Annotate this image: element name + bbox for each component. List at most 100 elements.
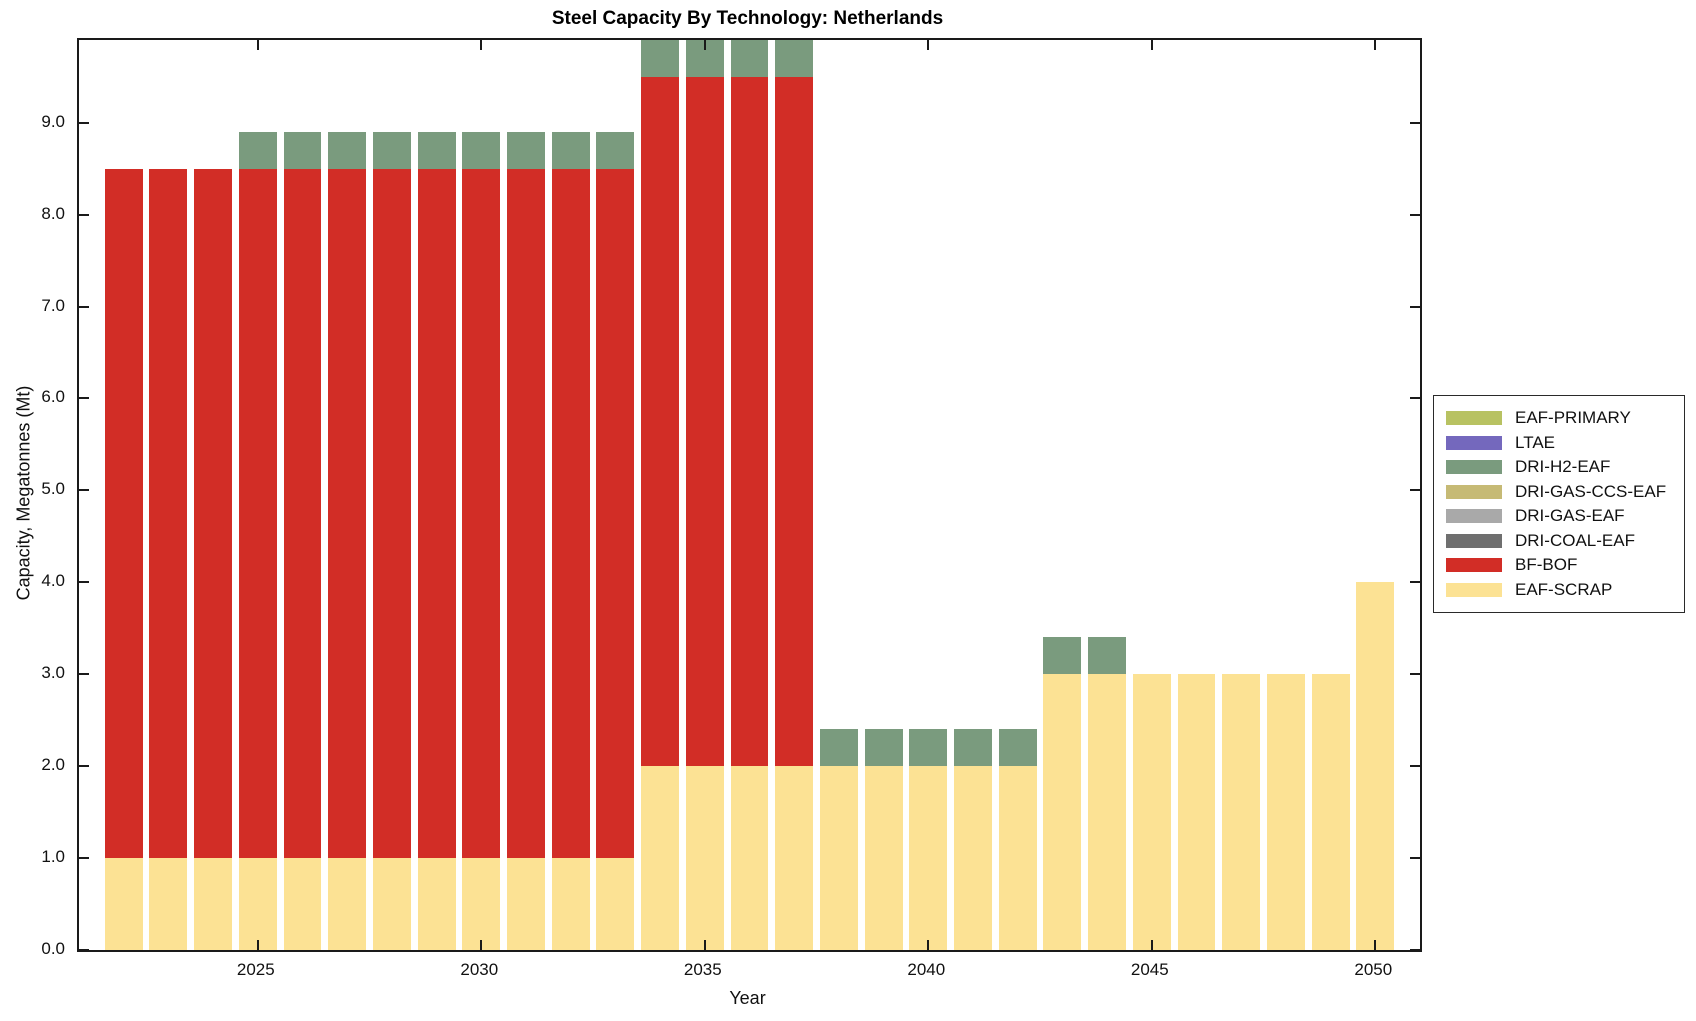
legend-item: DRI-H2-EAF (1446, 455, 1672, 480)
y-tick-mark (79, 213, 89, 216)
bar-segment-bf-bof-2032 (551, 168, 590, 859)
bar-segment-dri-h2-eaf-2025 (238, 131, 277, 169)
bar-segment-dri-h2-eaf-2034 (641, 40, 680, 77)
x-tick-mark-top (1374, 40, 1377, 50)
bar-segment-dri-h2-eaf-2031 (507, 131, 545, 169)
y-tick-mark-right (1410, 857, 1420, 860)
bar-segment-dri-h2-eaf-2042 (998, 729, 1037, 767)
y-tick-mark-right (1410, 121, 1420, 124)
y-tick-label: 2.0 (41, 755, 65, 775)
y-tick-mark-right (1410, 213, 1420, 216)
legend-swatch-dri-gas-eaf (1446, 509, 1502, 524)
y-tick-mark (79, 489, 89, 492)
y-tick-mark (79, 673, 89, 676)
x-axis-label: Year (729, 988, 766, 1008)
bar-segment-eaf-scrap-2025 (238, 858, 277, 950)
bar-segment-eaf-scrap-2048 (1266, 674, 1305, 950)
legend-swatch-eaf-primary (1446, 411, 1502, 426)
bar-segment-dri-h2-eaf-2029 (417, 131, 456, 169)
legend-swatch-dri-h2-eaf (1446, 460, 1502, 475)
bar-segment-eaf-scrap-2032 (551, 858, 590, 950)
bar-segment-eaf-scrap-2026 (283, 858, 322, 950)
legend-item: EAF-PRIMARY (1446, 406, 1672, 431)
legend-label: DRI-COAL-EAF (1515, 530, 1635, 550)
bar-segment-eaf-scrap-2028 (372, 858, 411, 950)
x-tick-mark-top (480, 40, 483, 50)
x-tick-label: 2050 (1354, 960, 1393, 979)
legend-swatch-dri-gas-ccs-eaf (1446, 484, 1502, 499)
x-tick-mark (1374, 940, 1377, 950)
bar-segment-bf-bof-2026 (283, 168, 322, 859)
bar-segment-bf-bof-2030 (462, 168, 501, 859)
y-tick-mark (79, 305, 89, 308)
y-tick-mark (79, 765, 89, 768)
bar-segment-eaf-scrap-2047 (1222, 674, 1261, 950)
y-tick-mark-right (1410, 489, 1420, 492)
bar-segment-dri-h2-eaf-2037 (775, 40, 814, 77)
bar-segment-eaf-scrap-2043 (1043, 674, 1082, 950)
y-tick-label: 9.0 (41, 111, 65, 131)
plot-area (77, 38, 1422, 952)
x-tick-mark (927, 940, 930, 950)
y-tick-mark-right (1410, 581, 1420, 584)
bar-segment-eaf-scrap-2037 (775, 766, 814, 950)
bar-segment-eaf-scrap-2034 (641, 766, 680, 950)
x-tick-label: 2030 (460, 960, 499, 979)
legend-label: LTAE (1515, 432, 1555, 452)
y-tick-mark (79, 581, 89, 584)
bar-segment-eaf-scrap-2033 (596, 858, 635, 950)
bar-segment-bf-bof-2028 (372, 168, 411, 859)
bar-segment-dri-h2-eaf-2036 (730, 40, 769, 77)
bar-segment-eaf-scrap-2045 (1132, 674, 1171, 950)
legend-item: EAF-SCRAP (1446, 578, 1672, 603)
bar-segment-eaf-scrap-2040 (909, 766, 948, 950)
y-tick-mark (79, 397, 89, 400)
bar-segment-dri-h2-eaf-2041 (954, 729, 992, 767)
legend-swatch-bf-bof (1446, 558, 1502, 573)
bar-segment-dri-h2-eaf-2039 (864, 729, 903, 767)
legend-item: LTAE (1446, 431, 1672, 456)
x-tick-label: 2025 (236, 960, 275, 979)
y-tick-label: 5.0 (41, 479, 65, 499)
x-tick-mark (256, 940, 259, 950)
bar-segment-bf-bof-2037 (775, 76, 814, 767)
bar-segment-bf-bof-2036 (730, 76, 769, 767)
bar-segment-bf-bof-2034 (641, 76, 680, 767)
bar-segment-bf-bof-2029 (417, 168, 456, 859)
x-tick-mark-top (256, 40, 259, 50)
y-tick-mark (79, 857, 89, 860)
y-tick-label: 8.0 (41, 203, 65, 223)
x-tick-mark (703, 940, 706, 950)
x-tick-mark-top (703, 40, 706, 50)
legend-label: DRI-GAS-CCS-EAF (1515, 481, 1667, 501)
bar-segment-eaf-scrap-2023 (149, 858, 188, 950)
bar-segment-eaf-scrap-2036 (730, 766, 769, 950)
bar-segment-dri-h2-eaf-2032 (551, 131, 590, 169)
bar-segment-eaf-scrap-2049 (1311, 674, 1350, 950)
legend: EAF-PRIMARY LTAE DRI-H2-EAF DRI-GAS-CCS-EAF… (1433, 395, 1685, 613)
y-tick-label: 4.0 (41, 571, 65, 591)
y-tick-label: 0.0 (41, 939, 65, 958)
bar-segment-dri-h2-eaf-2027 (328, 131, 367, 169)
bar-segment-dri-h2-eaf-2030 (462, 131, 501, 169)
bar-segment-eaf-scrap-2039 (864, 766, 903, 950)
bar-segment-bf-bof-2022 (104, 168, 143, 859)
legend-item: DRI-GAS-EAF (1446, 504, 1672, 529)
legend-label: DRI-H2-EAF (1515, 457, 1611, 477)
legend-label: EAF-SCRAP (1515, 579, 1613, 599)
bar-segment-bf-bof-2025 (238, 168, 277, 859)
bar-segment-eaf-scrap-2050 (1356, 582, 1395, 950)
legend-swatch-ltae (1446, 435, 1502, 450)
bar-segment-bf-bof-2031 (507, 168, 545, 859)
bar-segment-eaf-scrap-2038 (819, 766, 858, 950)
y-tick-mark-right (1410, 397, 1420, 400)
bar-segment-eaf-scrap-2031 (507, 858, 545, 950)
legend-item: BF-BOF (1446, 553, 1672, 578)
legend-swatch-dri-coal-eaf (1446, 533, 1502, 548)
y-tick-mark-right (1410, 673, 1420, 676)
legend-label: BF-BOF (1515, 555, 1578, 575)
chart-title: Steel Capacity By Technology: Netherland… (551, 8, 944, 29)
y-tick-mark-right (1410, 305, 1420, 308)
bar-segment-eaf-scrap-2041 (954, 766, 992, 950)
